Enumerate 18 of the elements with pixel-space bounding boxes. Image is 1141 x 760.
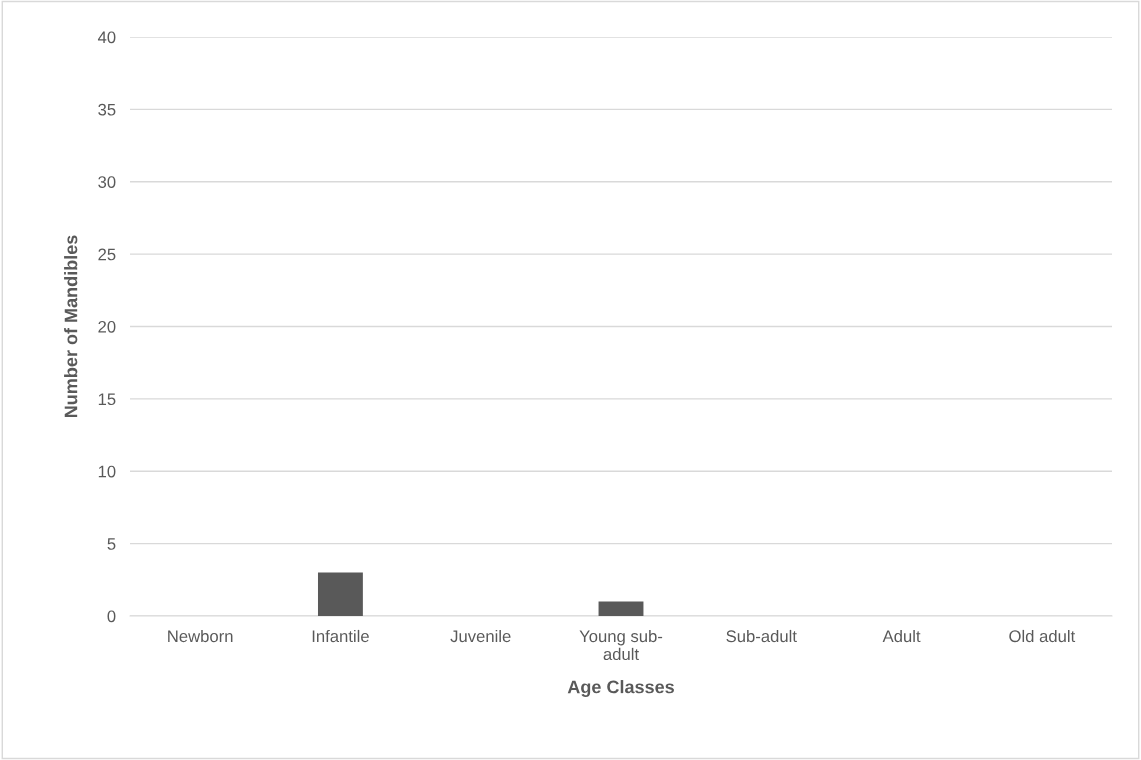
x-axis-title: Age Classes — [567, 680, 674, 697]
y-tick-label: 25 — [98, 248, 116, 261]
x-tick-label: Old adult — [1009, 629, 1076, 643]
x-tick-label: Newborn — [168, 629, 233, 643]
y-tick-label: 35 — [98, 103, 116, 116]
x-tick-label: Juvenile — [450, 629, 511, 643]
x-tick-label: Adult — [882, 629, 921, 643]
y-tick-label: 30 — [98, 176, 116, 188]
y-tick-label: 20 — [98, 320, 116, 333]
y-axis-title: Number of Mandibles — [64, 235, 78, 418]
x-tick-label: Young sub- adult — [579, 629, 663, 661]
y-tick-label: 5 — [107, 538, 116, 550]
x-tick-label: Infantile — [312, 629, 369, 643]
x-tick-label: Sub-adult — [726, 629, 797, 643]
y-tick-label: 40 — [97, 31, 116, 44]
y-tick-label: 15 — [98, 393, 116, 406]
y-tick-label: 10 — [98, 465, 116, 478]
y-tick-label: 0 — [107, 610, 116, 623]
